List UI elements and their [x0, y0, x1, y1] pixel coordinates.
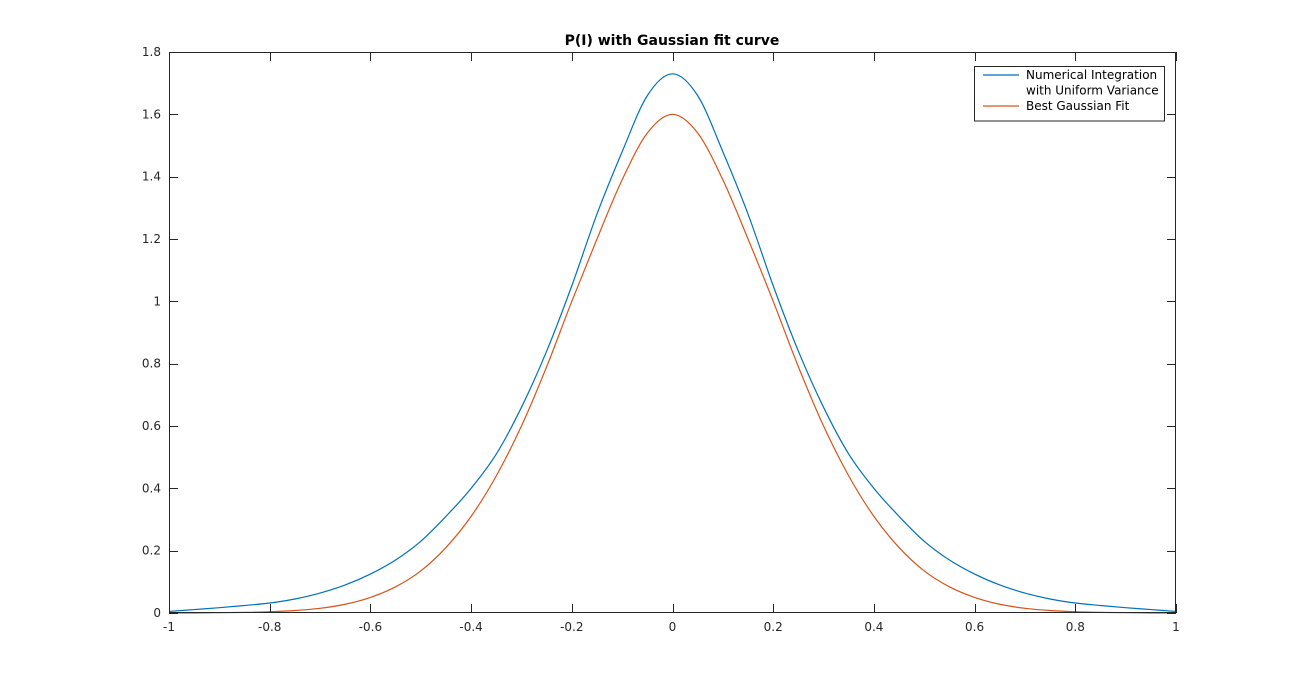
y-tick-label: 1 [153, 294, 161, 308]
series-layer [168, 73, 1177, 614]
series-line-1 [168, 73, 1177, 613]
y-tick-label: 0.8 [142, 357, 161, 371]
ticks-layer: -1 -0.8 -0.6 -0.4 -0.2 0 0.2 0.4 0.6 0.8 1 0 0.2 0.4 0… [142, 45, 1180, 634]
x-tick-label: -1 [163, 620, 175, 634]
x-tick-label: -0.6 [359, 620, 382, 634]
axes-background [169, 52, 1176, 613]
x-tick-label: -0.8 [258, 620, 281, 634]
y-tick-label: 1.2 [142, 232, 161, 246]
x-tick-label: 0 [669, 620, 677, 634]
x-tick-label: 0.6 [965, 620, 984, 634]
series-line-2 [168, 113, 1177, 614]
axes-box [169, 52, 1176, 613]
x-tick-label: 0.8 [1066, 620, 1085, 634]
y-tick-label: 0.6 [142, 419, 161, 433]
legend-label-1: with Uniform Variance [1026, 84, 1159, 98]
x-tick-label: 0.4 [864, 620, 883, 634]
x-tick-label: -0.2 [560, 620, 583, 634]
x-tick-label: 0.2 [764, 620, 783, 634]
y-tick-label: 1.4 [142, 170, 161, 184]
y-tick-label: 0.2 [142, 544, 161, 558]
legend: Numerical Integration with Uniform Varian… [974, 66, 1165, 122]
y-tick-label: 1.6 [142, 107, 161, 121]
y-tick-label: 0.4 [142, 481, 161, 495]
y-tick-label: 1.8 [142, 45, 161, 59]
legend-label-2: Best Gaussian Fit [1026, 99, 1130, 113]
x-tick-label: 1 [1172, 620, 1180, 634]
y-tick-label: 0 [153, 606, 161, 620]
x-tick-label: -0.4 [459, 620, 482, 634]
chart-title: P(I) with Gaussian fit curve [565, 33, 780, 49]
legend-label-1: Numerical Integration [1026, 68, 1157, 82]
